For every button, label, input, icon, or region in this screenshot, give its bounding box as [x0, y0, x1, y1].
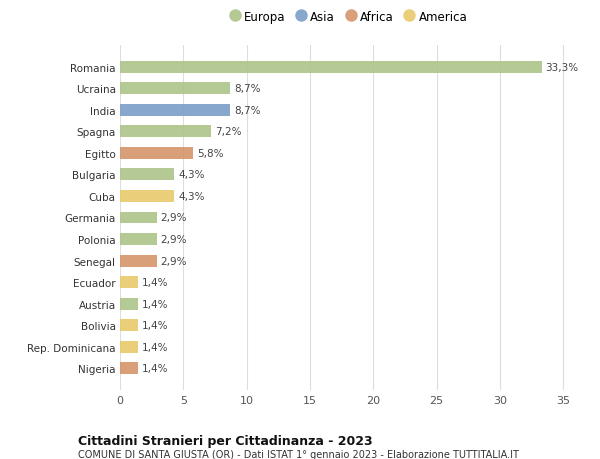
Text: 2,9%: 2,9% [161, 235, 187, 245]
Bar [120, 212, 157, 224]
Legend: Europa, Asia, Africa, America: Europa, Asia, Africa, America [229, 11, 467, 23]
Bar [120, 341, 138, 353]
Text: 1,4%: 1,4% [142, 299, 168, 309]
Text: 2,9%: 2,9% [161, 213, 187, 223]
Bar [120, 319, 138, 331]
Bar [120, 363, 138, 375]
Bar [120, 62, 542, 73]
Bar [120, 234, 157, 246]
Text: 33,3%: 33,3% [545, 62, 579, 73]
Bar [120, 105, 230, 117]
Text: 4,3%: 4,3% [178, 170, 205, 180]
Bar [120, 169, 175, 181]
Text: 7,2%: 7,2% [215, 127, 241, 137]
Bar [120, 298, 138, 310]
Text: 8,7%: 8,7% [234, 84, 260, 94]
Bar [120, 126, 211, 138]
Bar [120, 148, 193, 159]
Text: 1,4%: 1,4% [142, 342, 168, 352]
Text: 1,4%: 1,4% [142, 364, 168, 374]
Bar [120, 190, 175, 202]
Text: 5,8%: 5,8% [197, 149, 224, 158]
Text: 1,4%: 1,4% [142, 320, 168, 330]
Text: 2,9%: 2,9% [161, 256, 187, 266]
Text: COMUNE DI SANTA GIUSTA (OR) - Dati ISTAT 1° gennaio 2023 - Elaborazione TUTTITAL: COMUNE DI SANTA GIUSTA (OR) - Dati ISTAT… [78, 449, 519, 459]
Bar [120, 255, 157, 267]
Text: 8,7%: 8,7% [234, 106, 260, 116]
Text: 4,3%: 4,3% [178, 191, 205, 202]
Bar [120, 277, 138, 288]
Text: 1,4%: 1,4% [142, 278, 168, 287]
Text: Cittadini Stranieri per Cittadinanza - 2023: Cittadini Stranieri per Cittadinanza - 2… [78, 434, 373, 447]
Bar [120, 83, 230, 95]
